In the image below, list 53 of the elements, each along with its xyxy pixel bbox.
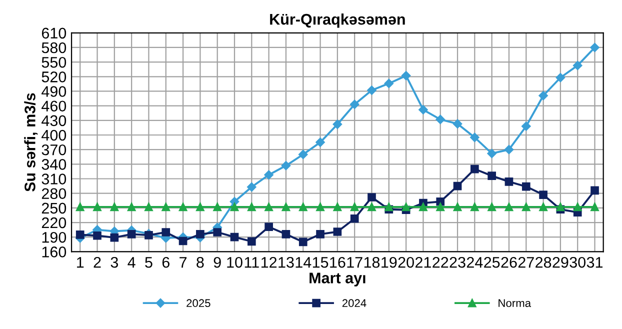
x-tick-label: 6 xyxy=(162,256,170,268)
x-tick-label: 18 xyxy=(364,256,380,268)
y-axis-title: Su sərfi, m3/s xyxy=(24,93,38,192)
x-tick-label: 13 xyxy=(278,256,294,268)
x-tick-label: 5 xyxy=(145,257,152,268)
y-tick-label: 490 xyxy=(42,86,66,97)
legend-label: 2024 xyxy=(342,299,366,308)
x-tick-label: 9 xyxy=(214,256,221,268)
x-tick-label: 15 xyxy=(312,257,328,268)
y-tick-label: 340 xyxy=(42,159,66,170)
y-tick-label: 400 xyxy=(42,130,66,141)
x-tick-label: 8 xyxy=(196,256,204,268)
chart-title: Kür-Qıraqkəsəmən xyxy=(270,13,405,28)
legend-label: Norma xyxy=(498,299,532,308)
y-tick-label: 610 xyxy=(42,28,66,39)
x-tick-label: 11 xyxy=(244,257,259,268)
x-tick-label: 31 xyxy=(586,256,603,268)
y-tick-label: 160 xyxy=(42,246,66,258)
x-tick-label: 20 xyxy=(398,256,414,268)
y-tick-label: 310 xyxy=(42,174,66,184)
x-tick-label: 2 xyxy=(94,256,101,268)
y-tick-label: 190 xyxy=(42,232,66,243)
y-tick-label: 250 xyxy=(42,202,66,214)
x-tick-label: 16 xyxy=(330,256,346,268)
x-tick-label: 23 xyxy=(450,256,466,268)
x-tick-label: 30 xyxy=(570,256,586,268)
x-tick-label: 17 xyxy=(347,257,362,268)
x-tick-label: 25 xyxy=(484,256,500,268)
y-tick-label: 220 xyxy=(42,217,66,228)
x-tick-label: 12 xyxy=(261,256,277,268)
x-tick-label: 10 xyxy=(227,256,242,268)
x-tick-label: 4 xyxy=(128,257,136,268)
x-tick-label: 14 xyxy=(296,257,312,268)
x-tick-label: 7 xyxy=(180,257,187,268)
x-tick-label: 26 xyxy=(501,256,517,268)
x-tick-label: 21 xyxy=(415,256,431,268)
x-tick-label: 3 xyxy=(110,256,118,268)
x-tick-label: 1 xyxy=(77,257,84,268)
legend-label: 2025 xyxy=(186,299,210,308)
x-tick-label: 19 xyxy=(382,256,397,268)
y-tick-label: 520 xyxy=(42,72,66,82)
x-tick-label: 27 xyxy=(518,256,534,268)
y-tick-label: 430 xyxy=(42,115,66,126)
y-tick-label: 550 xyxy=(42,56,66,68)
x-tick-label: 28 xyxy=(536,256,552,268)
y-tick-label: 370 xyxy=(42,144,66,156)
x-axis-title: Mart ayı xyxy=(310,272,366,286)
y-tick-label: 580 xyxy=(42,42,66,54)
x-tick-label: 22 xyxy=(432,256,448,268)
x-tick-label: 29 xyxy=(552,256,568,268)
y-tick-label: 280 xyxy=(42,188,66,200)
x-tick-label: 24 xyxy=(466,256,483,268)
y-tick-label: 460 xyxy=(42,100,66,112)
